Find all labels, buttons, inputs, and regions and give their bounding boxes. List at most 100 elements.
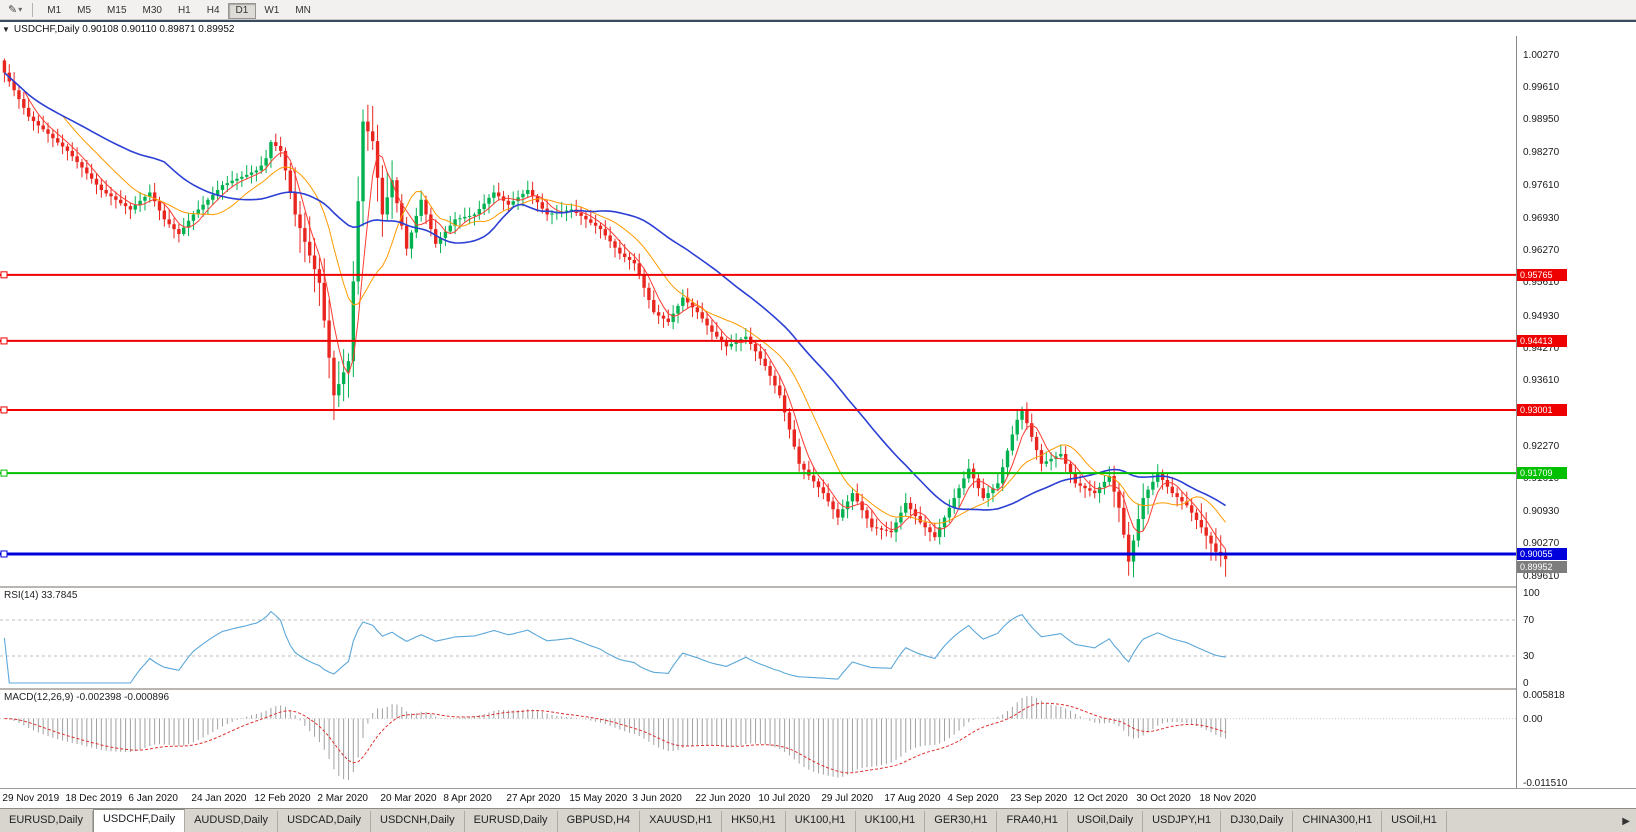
collapse-triangle-icon[interactable]: ▼: [2, 25, 10, 34]
price-tag-0.90055: 0.90055: [1517, 547, 1567, 560]
annotation-tool-button[interactable]: ✎ ▾: [4, 3, 26, 16]
price-axis-label: 0.96270: [1523, 245, 1560, 257]
price-axis-label: 1.00270: [1523, 49, 1560, 61]
chart-tab-usdcnh-daily[interactable]: USDCNH,Daily: [371, 811, 465, 832]
chart-tab-hk50-h1[interactable]: HK50,H1: [722, 811, 786, 832]
rsi-axis-label: 100: [1523, 588, 1540, 599]
line-edge-marker: [0, 406, 8, 414]
date-axis-label: 22 Jun 2020: [695, 793, 751, 804]
macd-axis-zero-label: 0.00: [1523, 713, 1543, 725]
date-axis-label: 4 Sep 2020: [947, 793, 999, 804]
chart-tab-usoil-daily[interactable]: USOil,Daily: [1067, 811, 1144, 832]
chart-tab-bar: EURUSD,Daily USDCHF,Daily AUDUSD,Daily USDC…: [0, 808, 1636, 832]
chevron-down-icon: ▾: [18, 5, 23, 14]
chart-tab-fra40-h1[interactable]: FRA40,H1: [997, 811, 1068, 832]
timeframe-button-mn[interactable]: MN: [287, 3, 319, 19]
macd-axis-bottom-label: -0.011510: [1523, 778, 1568, 789]
ma-mid-line: [4, 72, 1226, 524]
line-edge-marker: [0, 550, 8, 558]
chart-tab-dj30-daily[interactable]: DJ30,Daily: [1221, 811, 1294, 832]
panel-divider[interactable]: [0, 586, 1636, 588]
price-axis-label: 0.94270: [1523, 342, 1560, 354]
chart-tab-usdjpy-h1[interactable]: USDJPY,H1: [1143, 811, 1222, 832]
price-axis-label: 0.90930: [1523, 506, 1560, 518]
price-axis-label: 0.99610: [1523, 81, 1560, 93]
date-axis-label: 30 Oct 2020: [1136, 793, 1191, 804]
date-axis-label: 15 May 2020: [569, 793, 628, 804]
date-axis-label: 12 Feb 2020: [254, 793, 311, 804]
date-axis-label: 12 Oct 2020: [1073, 793, 1128, 804]
price-axis-label: 0.93610: [1523, 375, 1560, 387]
tab-scroll-right-icon[interactable]: ▶: [1622, 816, 1630, 827]
date-axis-label: 6 Jan 2020: [128, 793, 178, 804]
rsi-axis-label: 0: [1523, 678, 1529, 689]
macd-chart[interactable]: [0, 690, 1516, 788]
macd-axis-top-label: 0.005818: [1523, 690, 1565, 701]
price-tag-0.93001: 0.93001: [1517, 403, 1567, 416]
chart-tab-china300-h1[interactable]: CHINA300,H1: [1293, 811, 1383, 832]
rsi-axis-label: 30: [1523, 651, 1535, 662]
panel-divider[interactable]: [0, 688, 1636, 690]
timeframe-button-m15[interactable]: M15: [99, 3, 134, 19]
chart-tabs: EURUSD,Daily USDCHF,Daily AUDUSD,Daily USDC…: [0, 808, 1447, 832]
date-axis-label: 17 Aug 2020: [884, 793, 941, 804]
timeframe-button-m30[interactable]: M30: [135, 3, 170, 19]
macd-indicator-label: MACD(12,26,9) -0.002398 -0.000896: [4, 692, 170, 703]
price-axis-label: 0.92270: [1523, 440, 1560, 452]
date-axis-label: 18 Nov 2020: [1199, 793, 1257, 804]
chart-tab-usoil-h1[interactable]: USOil,H1: [1382, 811, 1447, 832]
chart-tab-usdcad-daily[interactable]: USDCAD,Daily: [278, 811, 372, 832]
price-chart[interactable]: [0, 36, 1516, 586]
ma-slow-line: [3, 72, 1227, 511]
chart-tab-uk100-h1[interactable]: UK100,H1: [785, 811, 856, 832]
chart-tab-ger30-h1[interactable]: GER30,H1: [925, 811, 998, 832]
rsi-line: [3, 610, 1226, 684]
timeframe-button-d1[interactable]: D1: [227, 3, 257, 19]
timeframe-button-w1[interactable]: W1: [256, 3, 287, 19]
price-axis-label: 0.98950: [1523, 114, 1560, 126]
chart-title-bar: ▼ USDCHF,Daily 0.90108 0.90110 0.89871 0…: [0, 20, 1636, 36]
pencil-tool-icon: ✎: [8, 4, 18, 16]
chart-tab-uk100-h1[interactable]: UK100,H1: [855, 811, 926, 832]
date-axis-label: 10 Jul 2020: [758, 793, 811, 804]
price-tag-0.91709: 0.91709: [1517, 467, 1567, 480]
chart-tab-usdchf-daily[interactable]: USDCHF,Daily: [92, 809, 186, 832]
date-axis-label: 8 Apr 2020: [443, 793, 492, 804]
price-axis-label: 0.97610: [1523, 179, 1560, 191]
chart-tab-audusd-daily[interactable]: AUDUSD,Daily: [185, 811, 279, 832]
price-axis-label: 0.89610: [1523, 570, 1560, 582]
macd-histogram: [8, 696, 1227, 780]
chart-tab-eurusd-daily[interactable]: EURUSD,Daily: [0, 811, 93, 832]
chart-tab-eurusd-daily[interactable]: EURUSD,Daily: [464, 811, 558, 832]
timeframe-button-h4[interactable]: H4: [199, 3, 228, 19]
price-axis-label: 0.90270: [1523, 538, 1560, 550]
timeframe-button-h1[interactable]: H1: [170, 3, 199, 19]
ma-fast-line: [4, 72, 1226, 550]
chart-title: USDCHF,Daily 0.90108 0.90110 0.89871 0.8…: [13, 24, 235, 35]
line-edge-marker: [0, 337, 8, 345]
date-axis-label: 23 Sep 2020: [1010, 793, 1068, 804]
price-tag-0.94413: 0.94413: [1517, 334, 1567, 347]
chart-tab-xauusd-h1[interactable]: XAUUSD,H1: [640, 811, 723, 832]
rsi-indicator-label: RSI(14) 33.7845: [4, 590, 78, 601]
price-axis[interactable]: 1.00270 0.99610 0.98950 0.98270 0.97610 0.969…: [1516, 36, 1636, 789]
chart-tab-gbpusd-h4[interactable]: GBPUSD,H4: [557, 811, 641, 832]
price-axis-label: 0.98270: [1523, 147, 1560, 159]
time-axis[interactable]: 29 Nov 2019 18 Dec 2019 6 Jan 2020 24 Jan 2…: [0, 788, 1636, 808]
timeframe-button-group: M1 M5 M15 M30 H1 H4 D1 W1 MN: [39, 0, 319, 19]
date-axis-label: 18 Dec 2019: [65, 793, 123, 804]
toolbar-separator: [32, 2, 34, 17]
date-axis-label: 3 Jun 2020: [632, 793, 682, 804]
timeframe-button-m1[interactable]: M1: [39, 3, 69, 19]
price-tag-0.95765: 0.95765: [1517, 268, 1567, 281]
rsi-chart[interactable]: [0, 588, 1516, 688]
timeframe-toolbar: ✎ ▾ M1 M5 M15 M30 H1 H4 D1 W1 MN: [0, 0, 1636, 20]
date-axis-label: 2 Mar 2020: [317, 793, 368, 804]
date-axis-label: 24 Jan 2020: [191, 793, 247, 804]
timeframe-button-m5[interactable]: M5: [69, 3, 99, 19]
date-axis-label: 29 Jul 2020: [821, 793, 874, 804]
date-axis-label: 27 Apr 2020: [506, 793, 561, 804]
price-axis-label: 0.95610: [1523, 277, 1560, 289]
date-axis-label: 29 Nov 2019: [2, 793, 60, 804]
